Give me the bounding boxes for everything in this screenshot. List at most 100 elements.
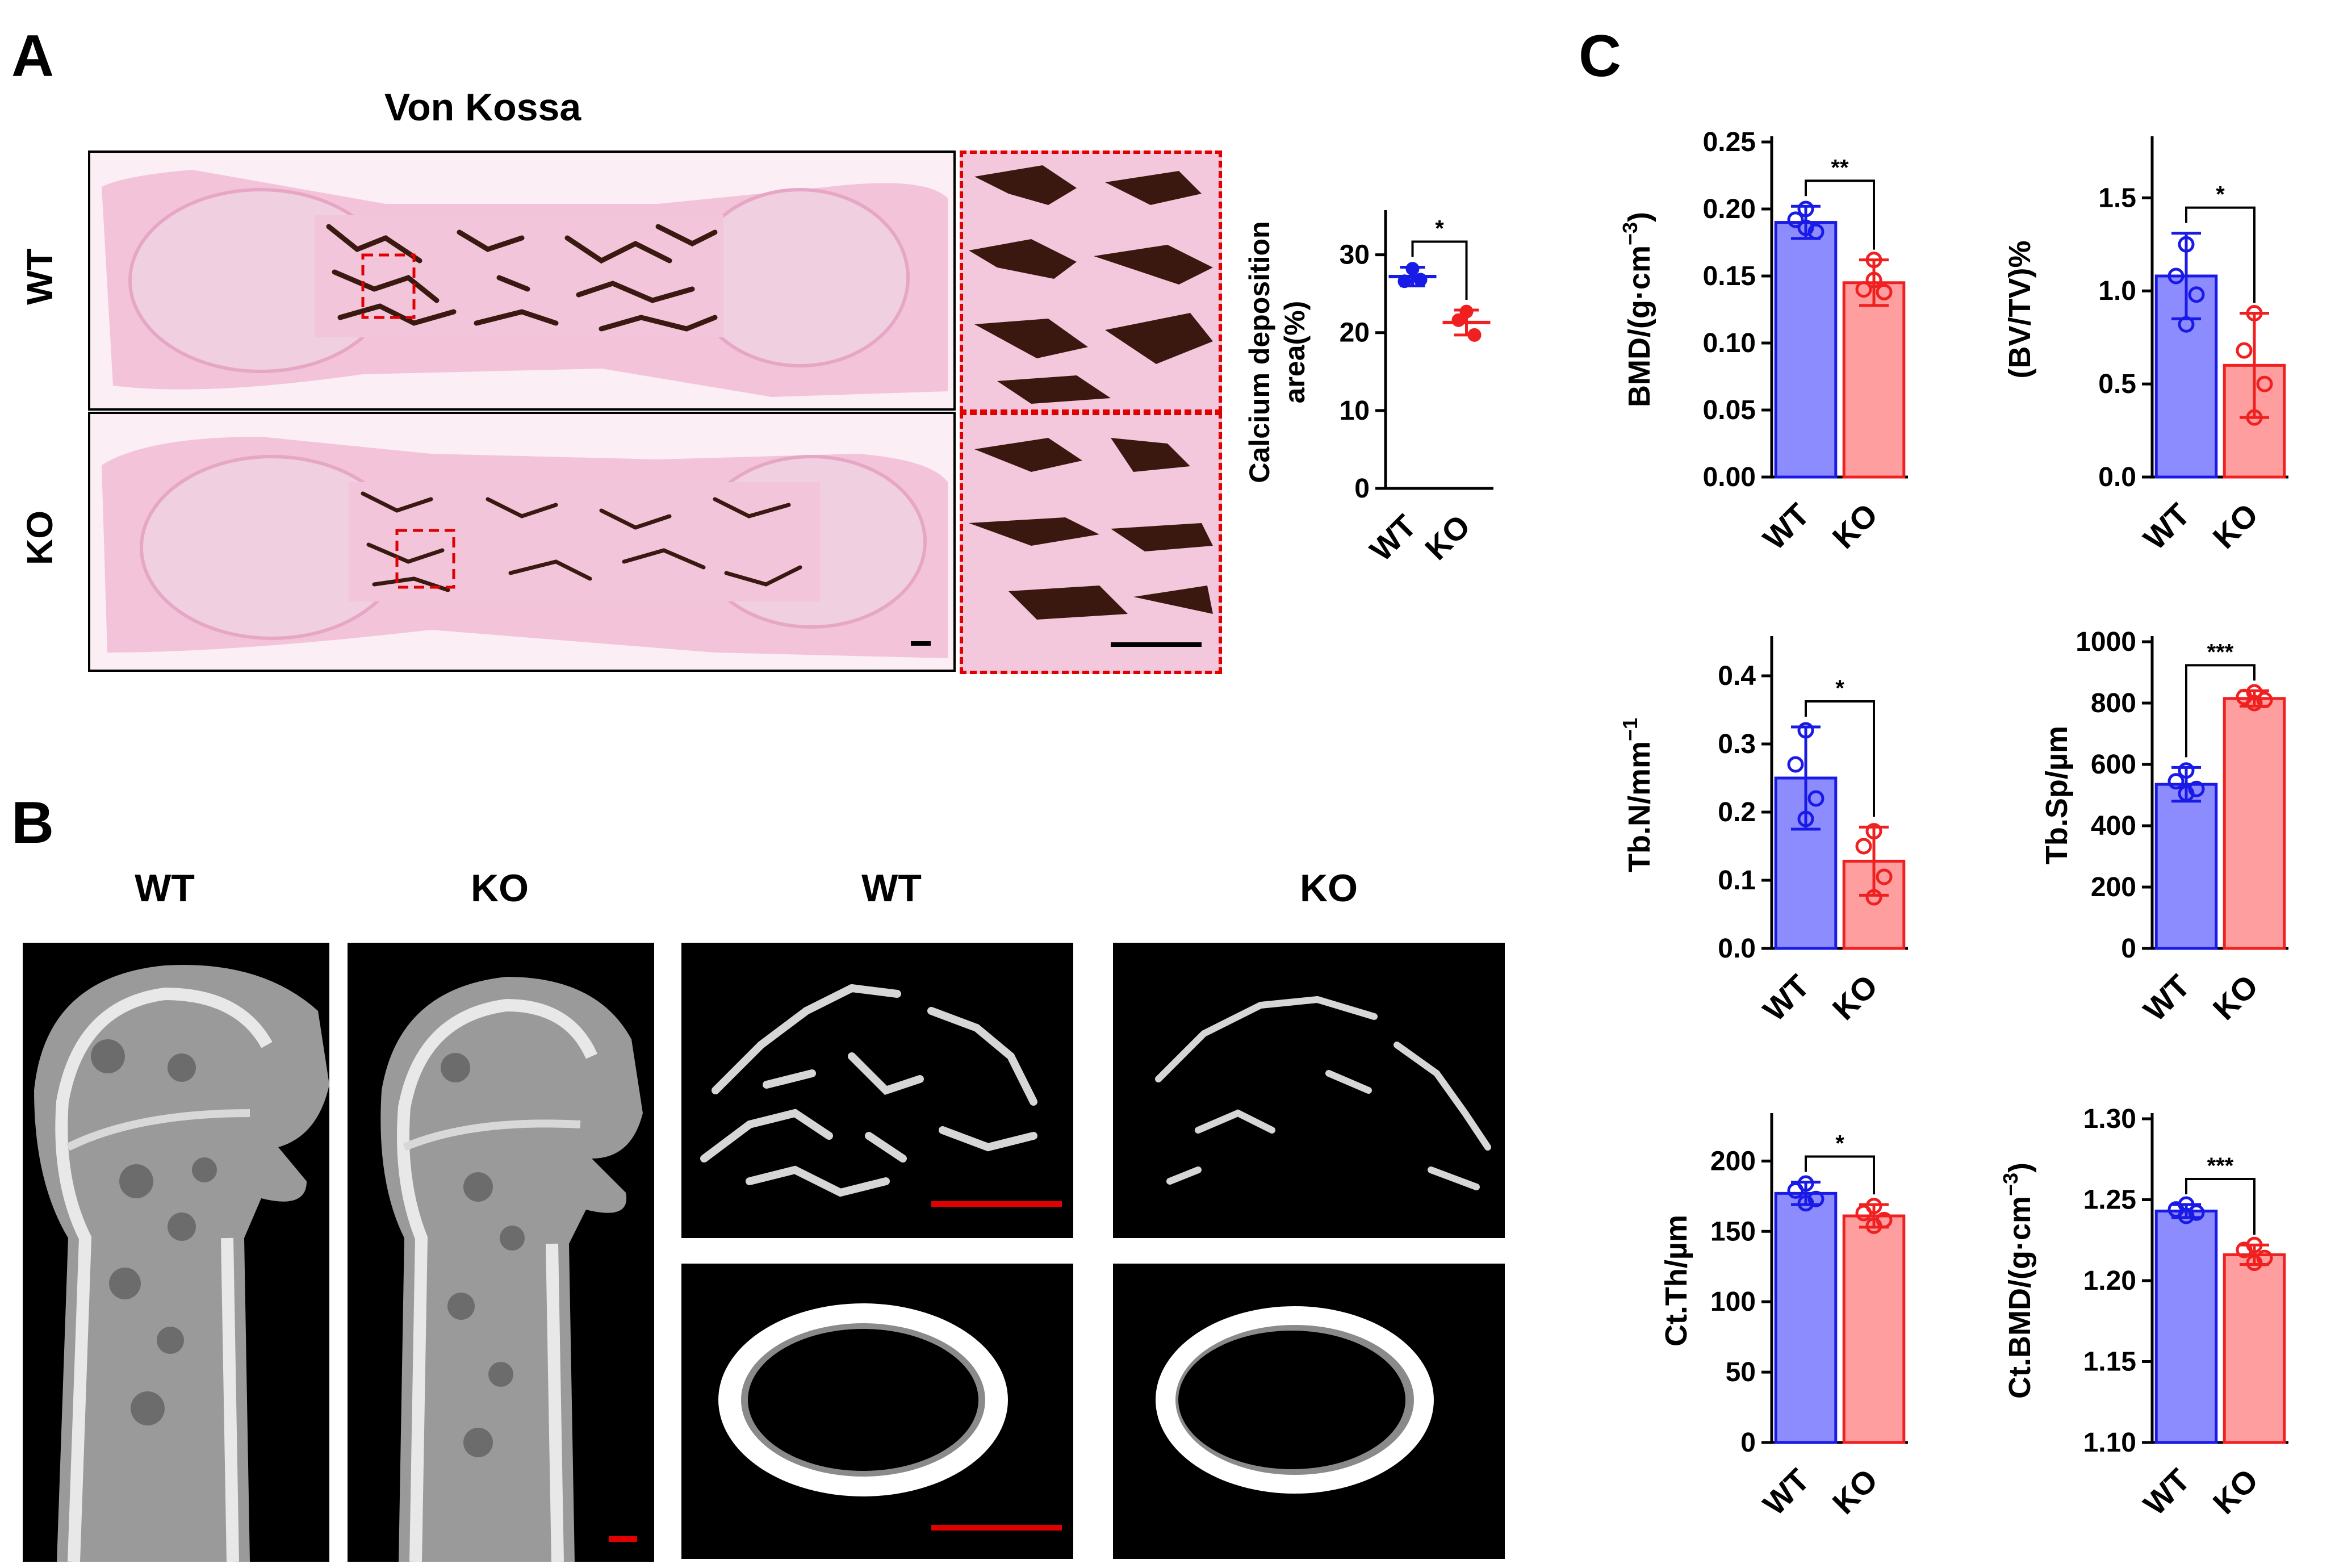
tbn-point-ko: [1865, 889, 1882, 906]
bvtv-point-ko: [2246, 305, 2263, 322]
panel-letter-c: C: [1579, 23, 1622, 89]
ctth-significance-label: *: [1835, 1131, 1844, 1156]
calcium-ytick-label: 10: [1340, 396, 1370, 426]
tbsp-point-wt: [2167, 773, 2185, 790]
bmd-point-wt: [1797, 200, 1814, 218]
bvtv-ytick-label: 1.0: [2098, 276, 2136, 306]
ctth-ytick-label: 200: [1710, 1146, 1756, 1176]
tbn-xtick-label-wt: WT: [1756, 968, 1816, 1028]
bvtv-point-wt: [2167, 267, 2185, 285]
tbn-significance-label: *: [1835, 676, 1844, 701]
bmd-ytick-label: 0.10: [1703, 328, 1756, 358]
calcium-ytick-label: 30: [1340, 240, 1370, 270]
ctbmd-point-wt: [2178, 1207, 2195, 1224]
ctth-bar-ko: [1842, 1214, 1906, 1444]
ctbmd-ytick-label: 1.25: [2083, 1185, 2136, 1215]
ctbmd-ytick-label: 1.30: [2083, 1104, 2136, 1134]
tbsp-point-wt: [2178, 762, 2195, 779]
ctth-ytick-label: 0: [1740, 1428, 1756, 1458]
calcium-ytick-label: 20: [1340, 318, 1370, 348]
ctbmd-xtick-label-wt: WT: [2136, 1462, 2196, 1522]
ctbmd-bar-wt: [2154, 1209, 2218, 1444]
bvtv-xtick-label-ko: KO: [2206, 496, 2265, 555]
bmd-ytick-label: 0.05: [1703, 395, 1756, 425]
bvtv-ytick-label: 0.0: [2098, 462, 2136, 492]
ctth-point-wt: [1797, 1195, 1814, 1212]
calcium-xtick-label-ko: KO: [1418, 508, 1477, 567]
bmd-significance-label: **: [1831, 155, 1849, 180]
calcium-point-ko: [1451, 313, 1466, 327]
bmd-bar-ko: [1842, 281, 1906, 479]
ctth-ytick-label: 150: [1710, 1216, 1756, 1247]
calcium-y-axis-label: area(%): [1279, 301, 1311, 404]
tbsp-significance-bracket: [2185, 664, 2256, 758]
tbsp-significance-label: ***: [2207, 639, 2234, 664]
tbsp-xtick-label-wt: WT: [2136, 968, 2196, 1028]
calcium-point-ko: [1459, 304, 1474, 319]
ko-trabecular-render: [1113, 943, 1505, 1238]
wt-cortical-ring-render: [681, 1264, 1073, 1559]
tbsp-ytick-label: 200: [2091, 872, 2136, 902]
ctbmd-bar-ko: [2223, 1253, 2286, 1444]
calcium-point-ko: [1467, 328, 1482, 342]
bvtv-significance-label: *: [2216, 182, 2225, 207]
tbn-y-axis-label: Tb.N/mm−1: [1618, 718, 1656, 872]
ko-femur-3d-render: [348, 943, 654, 1562]
bmd-point-wt: [1807, 223, 1825, 240]
bmd-bar-wt: [1774, 221, 1838, 479]
ctbmd-ytick-label: 1.20: [2083, 1266, 2136, 1296]
bmd-point-wt: [1787, 211, 1804, 228]
calcium-point-wt: [1413, 273, 1428, 287]
tbsp-ytick-label: 0: [2121, 934, 2136, 964]
b-header-ko-1: KO: [471, 867, 529, 910]
calcium-xtick-label-wt: WT: [1363, 508, 1423, 568]
bmd-bar-chart: 0.00 0.05 0.10 0.15 0.20 0.25 BMD/(g·cm−3) WT KO…: [1618, 127, 1908, 557]
ctbmd-significance-label: ***: [2207, 1153, 2234, 1178]
von-kossa-title: Von Kossa: [384, 86, 581, 129]
ctbmd-xtick-label-ko: KO: [2206, 1462, 2265, 1521]
calcium-point-wt: [1405, 262, 1420, 276]
ko-von-kossa-zoom: [960, 412, 1222, 674]
ctbmd-y-axis-label: Ct.BMD/(g·cm−3): [1999, 1163, 2037, 1399]
bvtv-significance-bracket: [2185, 206, 2256, 303]
ctth-ytick-label: 50: [1726, 1357, 1756, 1387]
bmd-point-ko: [1876, 283, 1893, 300]
tbsp-ytick-label: 800: [2091, 688, 2136, 718]
bvtv-point-wt: [2188, 286, 2205, 303]
wt-trabecular-render: [681, 943, 1073, 1238]
bvtv-point-ko: [2256, 375, 2273, 392]
panel-letter-b: B: [11, 790, 55, 856]
tbn-point-wt: [1797, 810, 1814, 827]
tbsp-ytick-label: 1000: [2075, 627, 2136, 657]
tbn-point-wt: [1787, 756, 1804, 773]
tbn-point-wt: [1807, 790, 1825, 807]
bmd-significance-bracket: [1805, 179, 1875, 250]
b-header-ko-2: KO: [1300, 867, 1358, 910]
ctbmd-ytick-label: 1.15: [2083, 1347, 2136, 1377]
tbsp-point-ko: [2256, 692, 2273, 709]
bvtv-ytick-label: 0.5: [2098, 369, 2136, 399]
ctth-y-axis-label: Ct.Th/µm: [1659, 1215, 1693, 1347]
panel-letter-a: A: [11, 23, 55, 89]
tbn-point-wt: [1797, 722, 1814, 739]
bmd-ytick-label: 0.20: [1703, 194, 1756, 224]
ctth-xtick-label-wt: WT: [1756, 1462, 1816, 1522]
bmd-xtick-label-wt: WT: [1756, 496, 1816, 557]
ctth-point-ko: [1865, 1217, 1882, 1234]
bmd-ytick-label: 0.00: [1703, 462, 1756, 492]
b-header-wt-1: WT: [135, 867, 195, 910]
bmd-point-wt: [1797, 219, 1814, 236]
ctth-point-ko: [1855, 1205, 1872, 1222]
tbn-significance-bracket: [1805, 700, 1875, 817]
calcium-y-axis-label: Calcium deposition: [1244, 221, 1275, 483]
ctth-ytick-label: 100: [1710, 1287, 1756, 1317]
calcium-significance-bracket: [1411, 240, 1468, 300]
ctbmd-point-ko: [2246, 1255, 2263, 1272]
wt-von-kossa-section: [88, 150, 956, 411]
ko-von-kossa-section: [88, 412, 956, 672]
ctth-xtick-label-ko: KO: [1826, 1462, 1885, 1521]
row-label-ko: KO: [19, 511, 60, 565]
tbn-xtick-label-ko: KO: [1826, 968, 1885, 1027]
bvtv-point-wt: [2178, 316, 2195, 333]
tbsp-y-axis-label: Tb.Sp/µm: [2040, 726, 2074, 864]
